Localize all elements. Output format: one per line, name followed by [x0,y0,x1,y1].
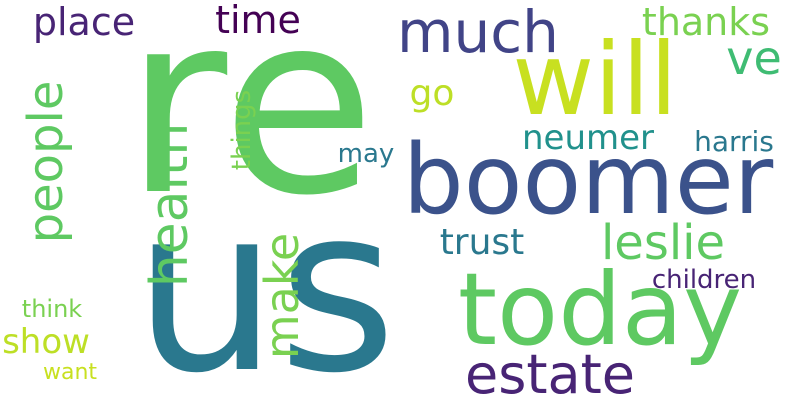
word-boomer: boomer [402,124,774,236]
word-things: things [227,89,257,171]
word-thanks: thanks [641,0,771,44]
word-will: will [512,21,678,138]
word-go: go [409,73,455,114]
word-us: us [133,157,397,400]
word-people: people [18,80,74,244]
word-ve: ve [726,31,782,85]
word-harris: harris [694,125,774,158]
word-think: think [21,295,83,323]
word-estate: estate [464,343,636,400]
word-show: show [2,322,90,362]
word-leslie: leslie [600,215,726,271]
word-re: re [124,0,376,250]
word-children: children [651,265,757,295]
word-place: place [32,0,136,44]
word-neumer: neumer [521,118,655,158]
word-time: time [215,0,301,42]
word-want: want [42,360,98,385]
word-may: may [337,139,395,169]
word-trust: trust [439,222,525,263]
word-much: much [397,0,559,66]
word-today: today [457,251,743,368]
word-make: make [255,232,309,360]
word-health: health [140,122,200,288]
